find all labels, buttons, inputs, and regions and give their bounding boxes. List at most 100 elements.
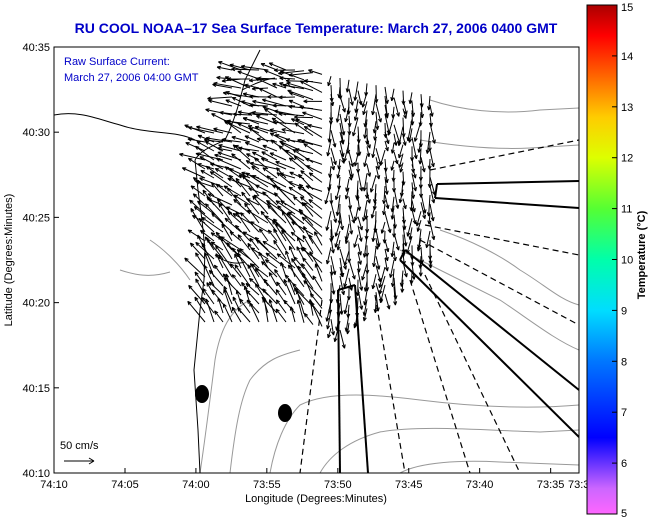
- current-vector: [335, 284, 341, 304]
- current-vector: [205, 298, 215, 323]
- current-vector: [238, 146, 260, 152]
- current-vector: [256, 239, 278, 260]
- current-vector: [261, 98, 287, 107]
- current-vector: [310, 301, 323, 327]
- current-vector: [285, 149, 305, 162]
- current-vector: [283, 299, 296, 314]
- current-vector: [194, 271, 206, 287]
- current-vector: [402, 198, 407, 210]
- current-vector: [308, 234, 323, 255]
- current-vector: [262, 240, 278, 251]
- current-vector: [362, 308, 368, 322]
- current-vector: [275, 299, 287, 314]
- current-vector: [402, 108, 407, 119]
- current-vector: [187, 137, 206, 143]
- current-vector: [372, 247, 377, 268]
- current-vector: [330, 94, 335, 107]
- current-vector: [231, 247, 251, 269]
- current-vector: [262, 191, 278, 206]
- x-tick-label: 74:05: [111, 479, 139, 491]
- current-vector: [356, 261, 361, 273]
- current-vector: [273, 68, 296, 73]
- current-vector: [256, 137, 278, 143]
- current-vector: [402, 261, 408, 278]
- current-vector: [348, 259, 356, 280]
- current-vector: [398, 189, 404, 204]
- current-vector: [298, 210, 323, 228]
- current-vector: [189, 242, 206, 260]
- current-vector: [215, 245, 233, 269]
- current-vector: [375, 103, 382, 123]
- x-tick-label: 73:3: [568, 479, 589, 491]
- current-vector: [283, 279, 296, 305]
- current-vector: [240, 212, 260, 233]
- current-vector: [248, 187, 269, 197]
- current-vector: [380, 221, 386, 234]
- current-vector: [390, 142, 395, 154]
- current-vector: [247, 264, 260, 287]
- current-vector: [272, 220, 287, 242]
- current-vector: [206, 196, 224, 215]
- current-vector: [371, 274, 377, 290]
- current-vector: [366, 146, 371, 158]
- current-vector: [303, 143, 323, 156]
- current-vector: [393, 133, 398, 146]
- current-vector: [429, 176, 436, 196]
- current-vector: [281, 211, 296, 233]
- colorbar-tick-label: 10: [621, 255, 633, 267]
- current-vector: [418, 265, 423, 277]
- current-vector: [213, 127, 233, 134]
- current-vector: [249, 94, 269, 99]
- current-vector: [303, 225, 314, 244]
- current-vector: [375, 166, 381, 180]
- current-vector: [242, 117, 269, 125]
- current-vector: [254, 125, 278, 134]
- current-vector: [268, 271, 278, 287]
- current-vector: [411, 137, 418, 160]
- current-vector: [229, 263, 242, 278]
- current-vector: [234, 264, 251, 287]
- current-vector: [402, 225, 408, 247]
- current-vector: [196, 180, 215, 197]
- current-vector: [246, 299, 260, 314]
- current-vector: [344, 187, 350, 200]
- current-vector: [261, 261, 278, 278]
- current-vector: [251, 263, 269, 278]
- current-vector: [260, 157, 287, 170]
- current-vector: [357, 225, 363, 242]
- current-vector: [181, 167, 206, 179]
- current-vector: [199, 177, 224, 188]
- current-vector: [246, 289, 260, 305]
- current-vector: [208, 269, 224, 287]
- current-vector: [384, 257, 389, 272]
- x-tick-label: 73:35: [537, 479, 565, 491]
- current-vector: [308, 69, 323, 75]
- current-vector: [237, 234, 251, 251]
- current-vector: [195, 252, 206, 269]
- current-vector: [196, 140, 215, 152]
- current-vector: [384, 140, 389, 152]
- current-vector: [378, 266, 386, 289]
- colorbar-tick-label: 8: [621, 356, 627, 368]
- current-vector: [402, 99, 408, 115]
- current-vector: [242, 174, 260, 197]
- current-vector: [375, 265, 382, 283]
- current-vector: [217, 297, 224, 314]
- current-vector: [224, 217, 242, 233]
- current-vector: [221, 223, 233, 242]
- current-vector: [408, 128, 413, 143]
- current-vector: [343, 295, 350, 315]
- colorbar-tick-label: 14: [621, 51, 633, 63]
- current-vector: [429, 104, 434, 117]
- current-vector: [288, 99, 305, 108]
- current-vector: [302, 257, 314, 271]
- current-vector: [297, 186, 323, 201]
- current-vector: [379, 149, 386, 166]
- current-vector: [248, 277, 269, 296]
- current-vector: [276, 185, 296, 206]
- current-vector: [325, 247, 332, 265]
- current-vector: [275, 160, 296, 170]
- plot-area: 50 cm/s Raw Surface Current: March 27, 2…: [53, 46, 580, 474]
- current-vector: [190, 185, 206, 197]
- current-vector: [232, 112, 251, 117]
